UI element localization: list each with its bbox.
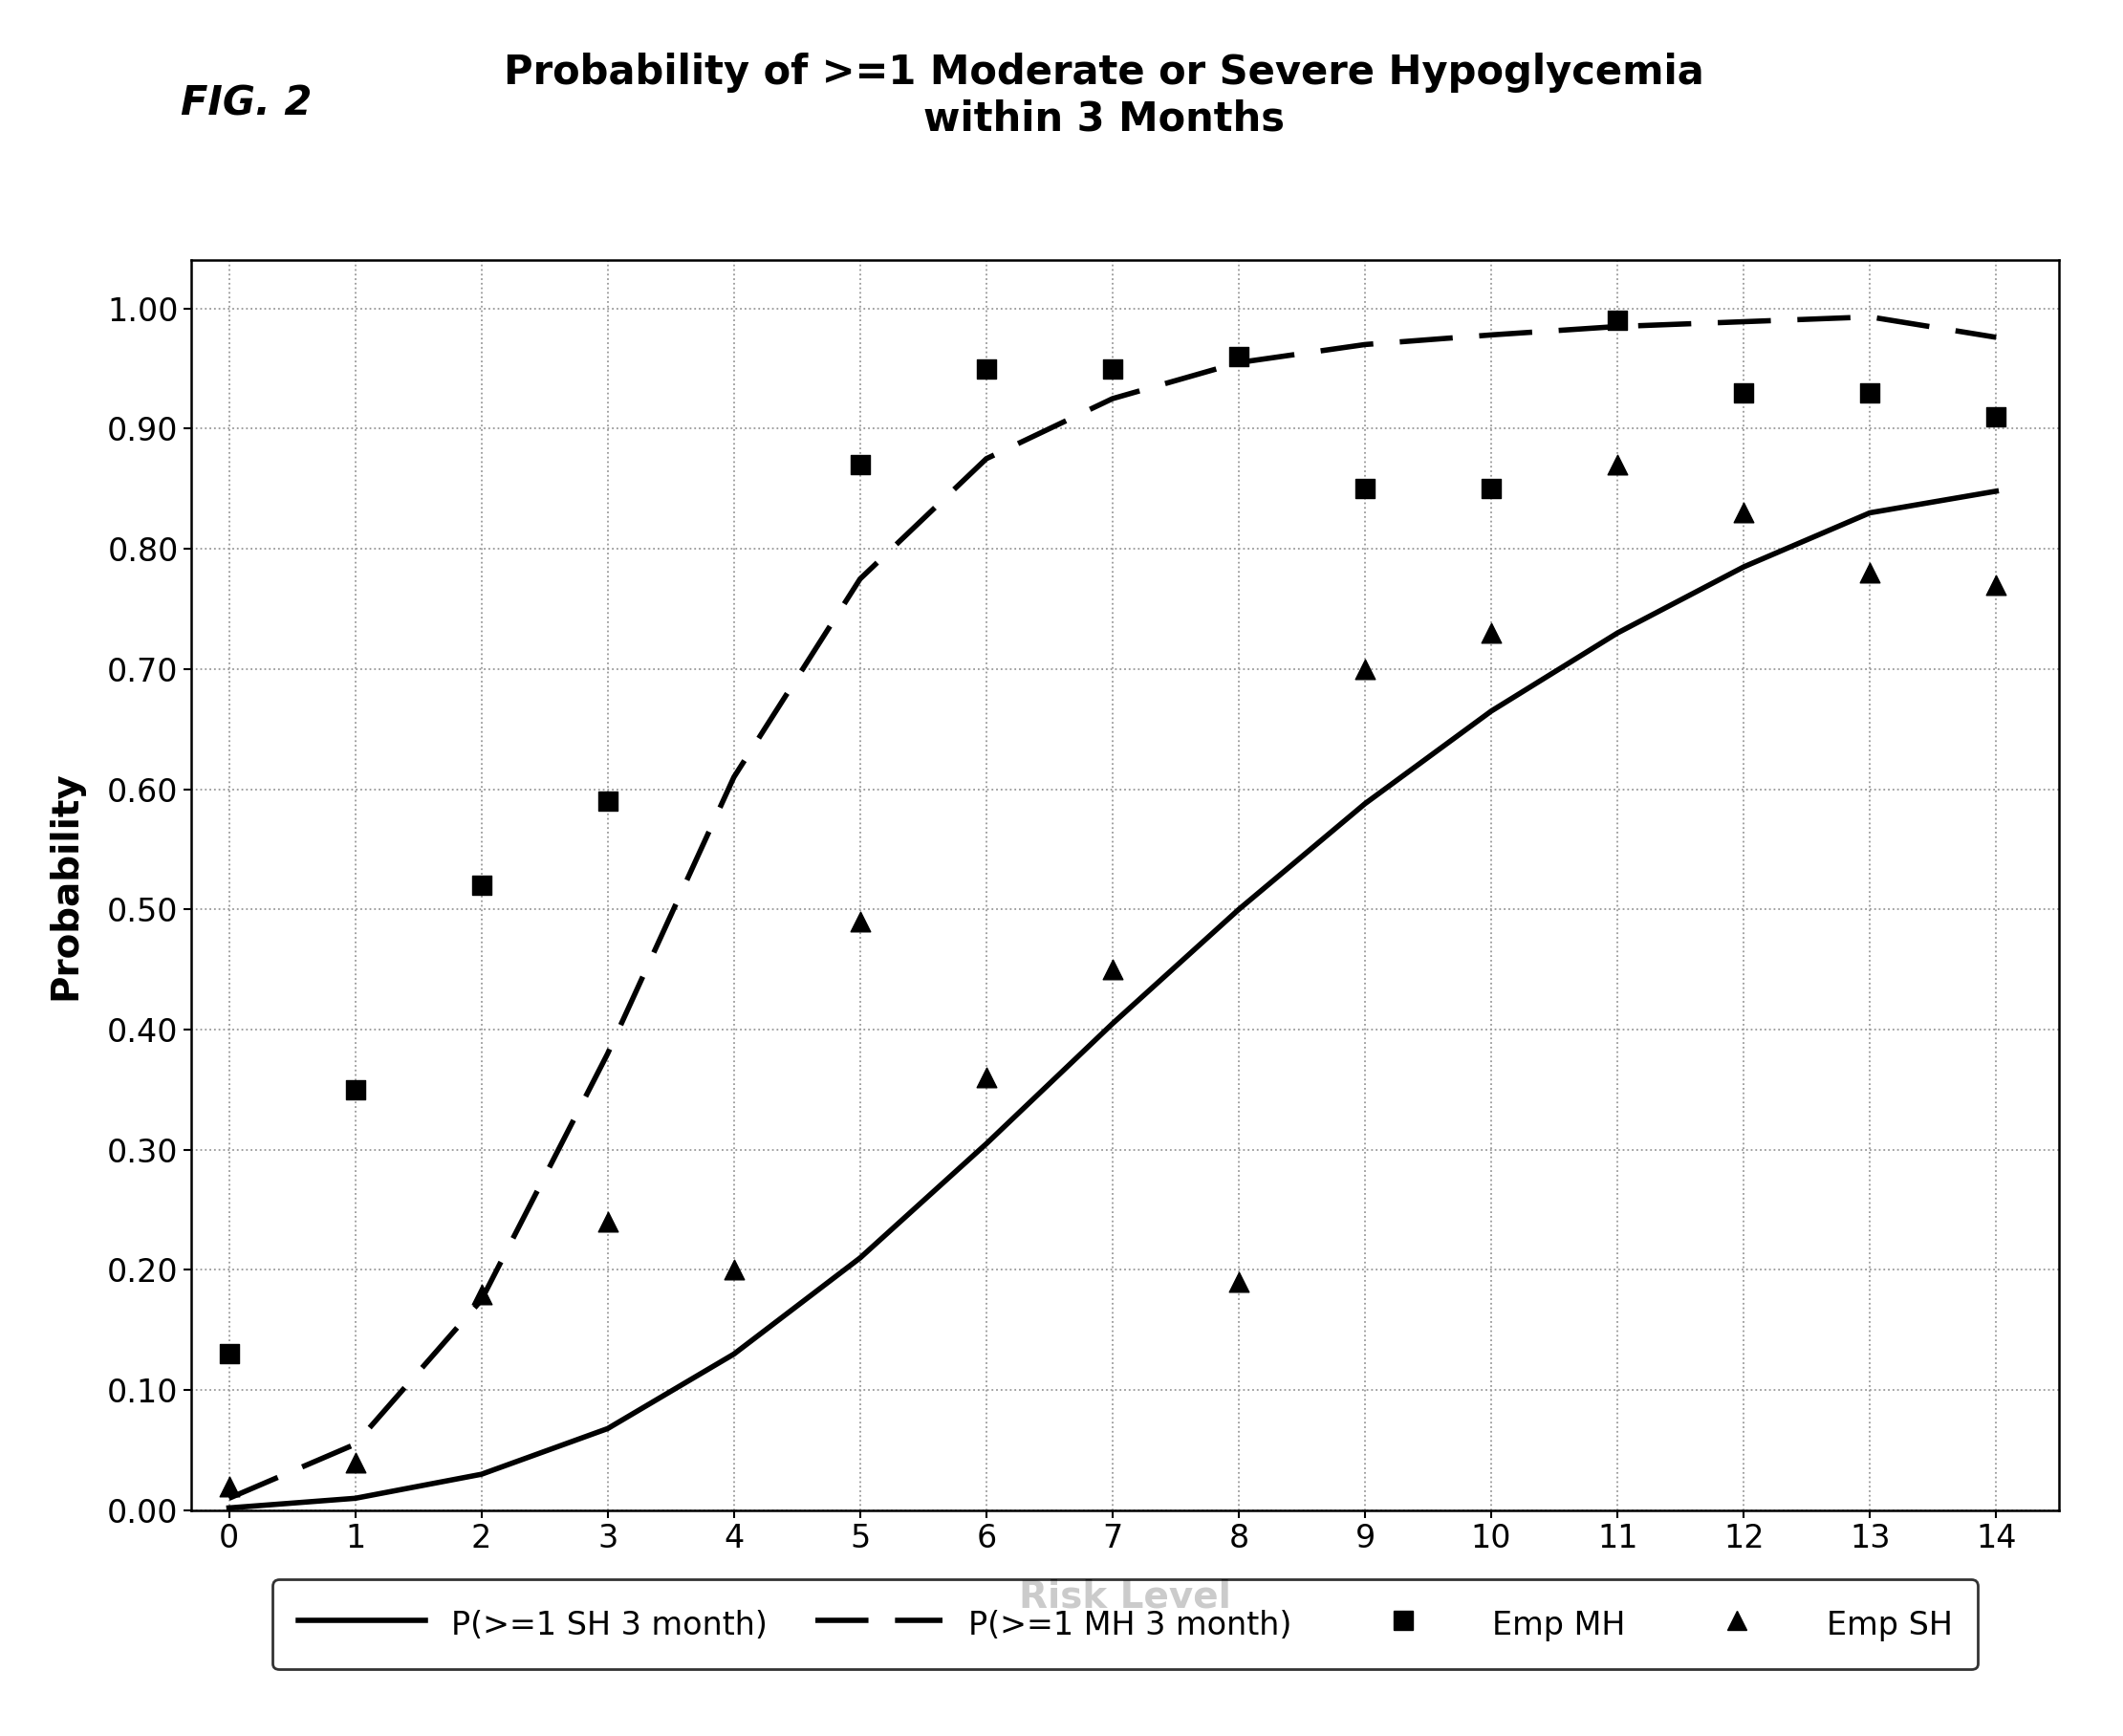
Point: [590, 1208, 624, 1236]
Point: [1726, 378, 1760, 406]
Point: [1095, 955, 1129, 983]
Point: [338, 1448, 372, 1476]
Point: [212, 1340, 246, 1368]
Point: [590, 788, 624, 816]
Point: [1853, 378, 1887, 406]
Point: [1601, 451, 1635, 479]
Point: [1223, 1267, 1257, 1295]
Point: [718, 1257, 752, 1285]
Point: [1853, 559, 1887, 587]
Point: [843, 451, 877, 479]
Point: [1726, 498, 1760, 526]
Text: FIG. 2: FIG. 2: [180, 83, 312, 125]
Point: [465, 871, 499, 899]
Point: [970, 354, 1004, 382]
Point: [1348, 476, 1382, 503]
Point: [970, 1064, 1004, 1092]
Point: [1601, 307, 1635, 335]
Point: [1473, 476, 1507, 503]
Point: [1223, 342, 1257, 370]
Point: [1095, 354, 1129, 382]
Point: [1348, 654, 1382, 682]
Point: [465, 1279, 499, 1307]
Text: Probability of >=1 Moderate or Severe Hypoglycemia
within 3 Months: Probability of >=1 Moderate or Severe Hy…: [503, 52, 1705, 139]
Point: [212, 1472, 246, 1500]
Point: [843, 908, 877, 936]
Point: [338, 1076, 372, 1104]
Legend: P(>=1 SH 3 month), P(>=1 MH 3 month), Emp MH, Emp SH: P(>=1 SH 3 month), P(>=1 MH 3 month), Em…: [272, 1580, 1979, 1670]
Y-axis label: Probability: Probability: [47, 771, 83, 1000]
Point: [1979, 571, 2013, 599]
X-axis label: Risk Level: Risk Level: [1019, 1578, 1231, 1614]
Point: [1473, 620, 1507, 648]
Point: [1979, 403, 2013, 431]
